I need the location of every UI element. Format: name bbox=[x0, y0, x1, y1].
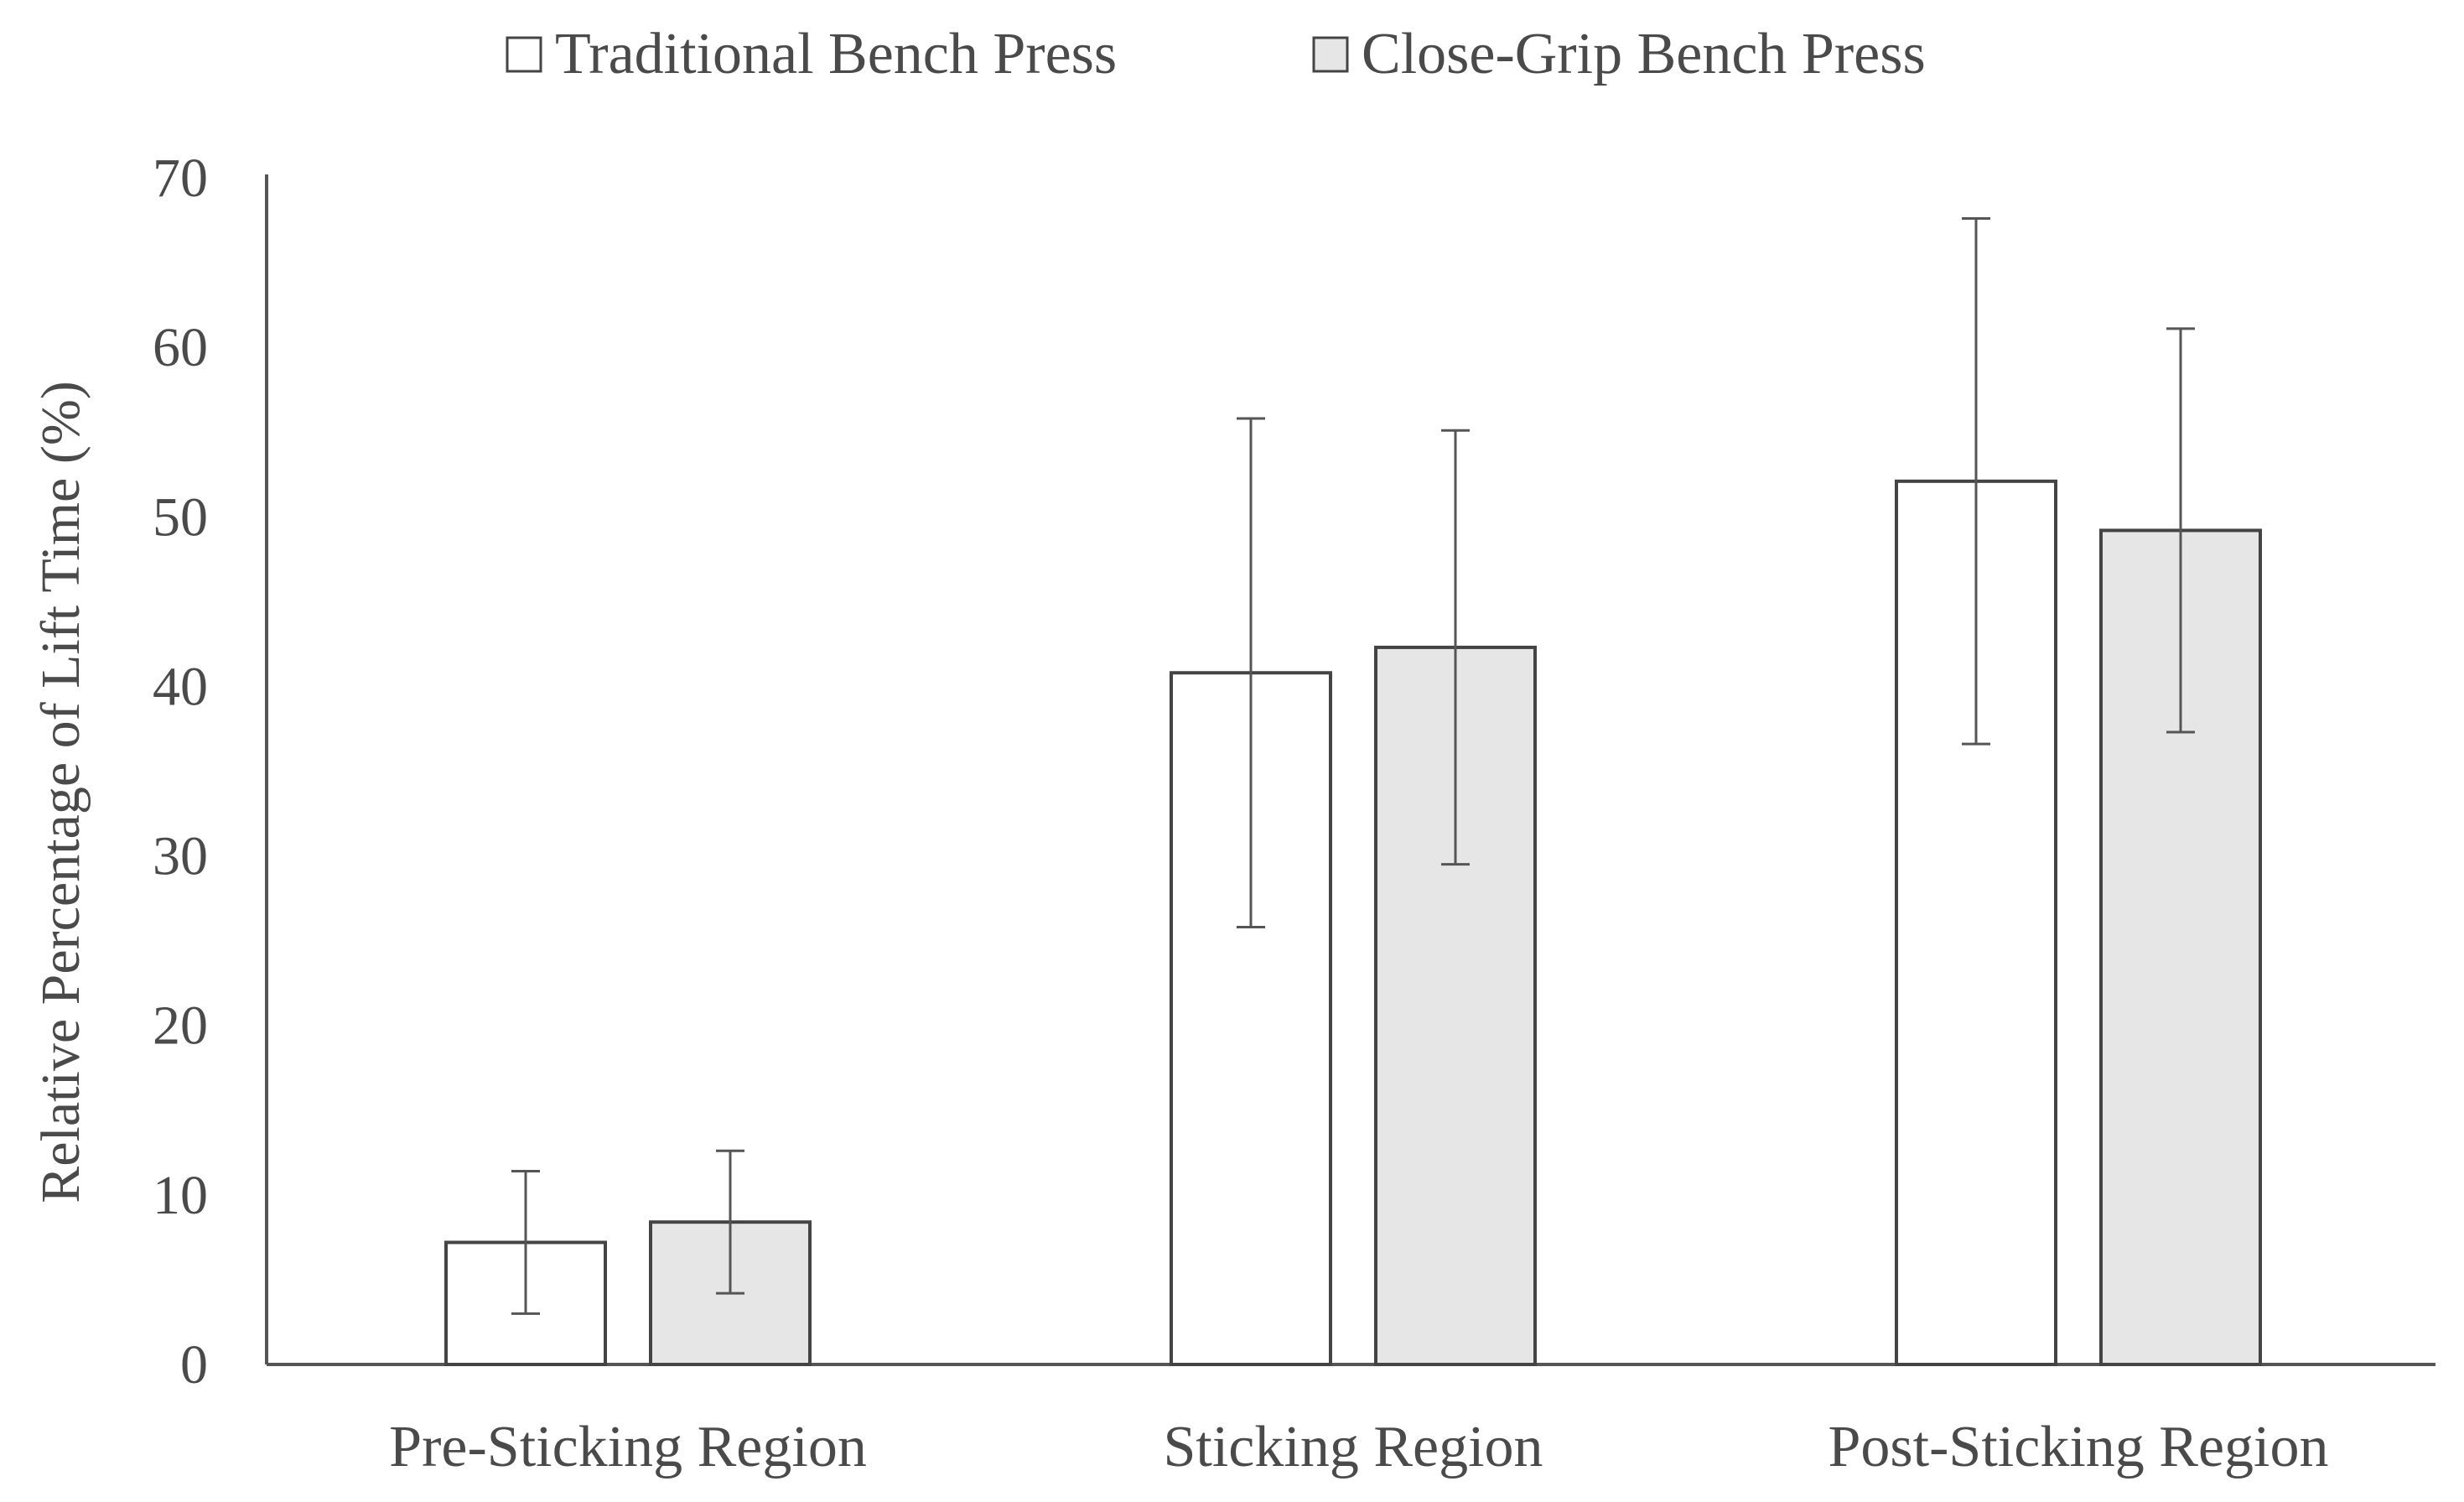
y-tick-label: 70 bbox=[153, 148, 208, 209]
legend-swatch-close-grip bbox=[1312, 36, 1349, 73]
y-tick-label: 10 bbox=[153, 1165, 208, 1226]
y-tick-label: 0 bbox=[180, 1334, 208, 1395]
y-tick-label: 30 bbox=[153, 826, 208, 887]
x-tick-label: Sticking Region bbox=[1163, 1415, 1543, 1479]
y-axis-label: Relative Percentage of Lift Time (%) bbox=[30, 381, 91, 1203]
legend-label-close-grip: Close-Grip Bench Press bbox=[1362, 22, 1926, 86]
y-tick-label: 60 bbox=[153, 317, 208, 378]
legend-label-traditional: Traditional Bench Press bbox=[555, 22, 1117, 86]
x-tick-label: Post-Sticking Region bbox=[1829, 1415, 2329, 1479]
y-tick-label: 50 bbox=[153, 486, 208, 548]
y-tick-label: 40 bbox=[153, 656, 208, 717]
x-tick-label: Pre-Sticking Region bbox=[389, 1415, 867, 1479]
y-tick-label: 20 bbox=[153, 995, 208, 1057]
legend-swatch-traditional bbox=[506, 36, 542, 73]
